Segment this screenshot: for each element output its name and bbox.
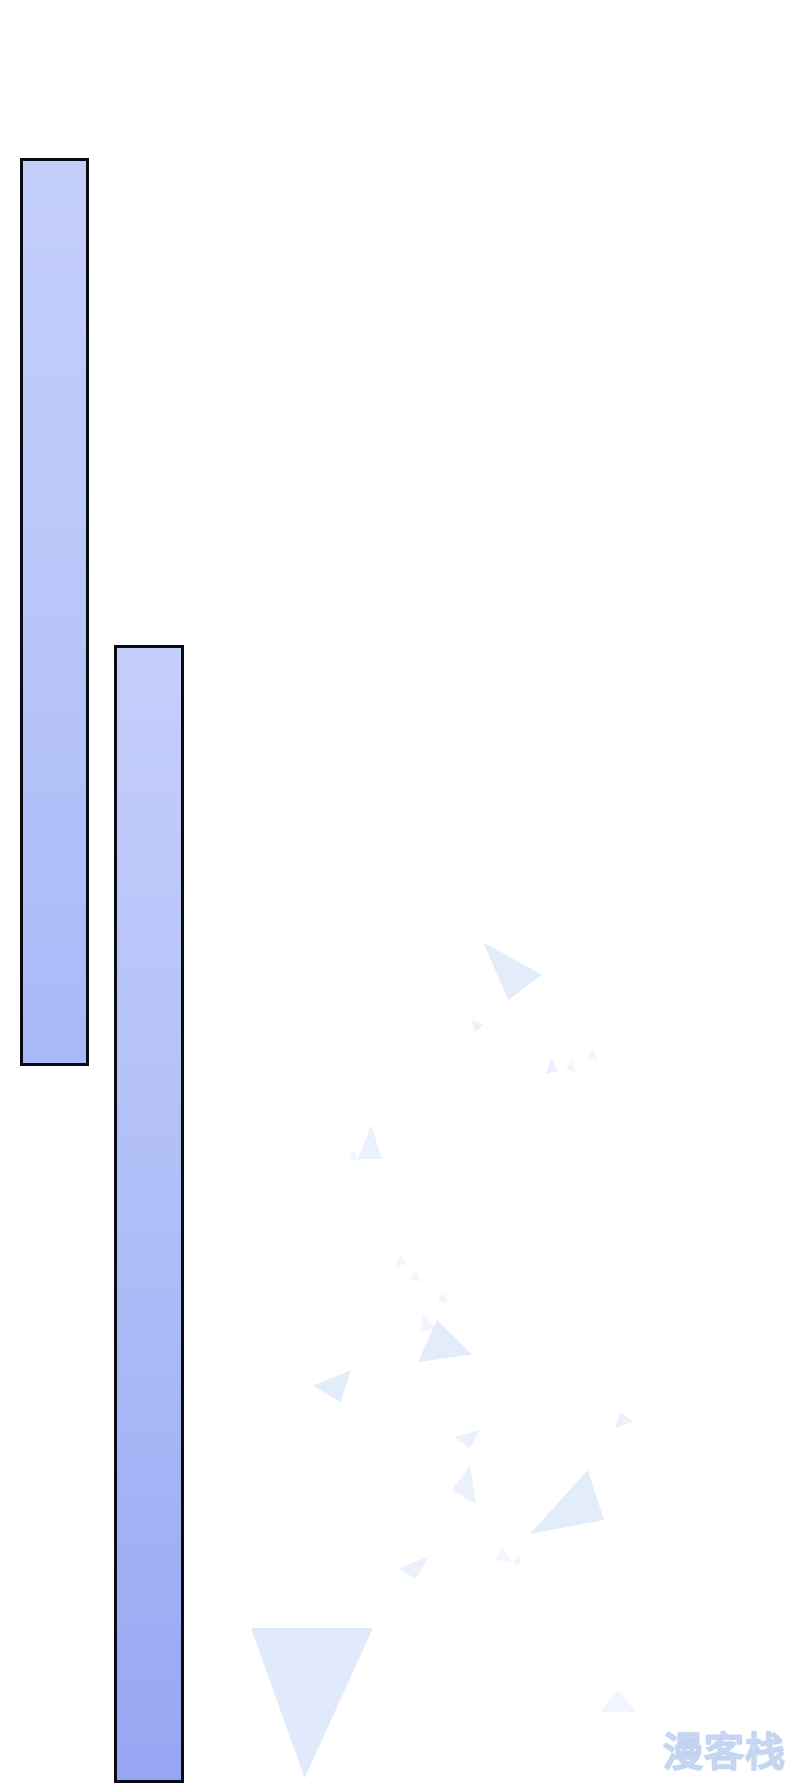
ice-shard-d: [566, 1060, 576, 1072]
ice-shard-q: [530, 1470, 604, 1534]
ice-shard-g: [349, 1150, 358, 1160]
ice-shard-r: [495, 1548, 511, 1562]
ice-shard-u: [600, 1690, 636, 1712]
ice-shard-p: [452, 1466, 476, 1504]
ice-shard-a: [483, 942, 542, 1000]
ice-shard-o: [454, 1430, 480, 1448]
ice-shard-h: [396, 1255, 406, 1266]
ice-shard-t: [399, 1556, 429, 1579]
ice-shard-f: [358, 1125, 382, 1159]
ice-shard-s: [513, 1556, 522, 1565]
ice-pillar-right: [114, 645, 184, 1783]
ice-shard-e: [588, 1048, 598, 1060]
ice-shard-large: [251, 1628, 373, 1778]
site-watermark: 漫客栈: [663, 1731, 786, 1775]
ice-pillar-left: [20, 158, 89, 1066]
ice-shard-i: [410, 1270, 421, 1282]
ice-shard-m: [313, 1370, 351, 1402]
ice-shard-n: [615, 1412, 633, 1428]
ice-shard-j: [438, 1292, 448, 1303]
ice-shard-c: [546, 1058, 558, 1074]
ice-shard-b: [471, 1020, 484, 1032]
